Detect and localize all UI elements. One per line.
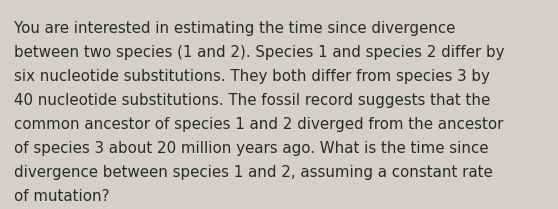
Text: of mutation?: of mutation?	[14, 189, 109, 204]
Text: six nucleotide substitutions. They both differ from species 3 by: six nucleotide substitutions. They both …	[14, 69, 490, 84]
Text: divergence between species 1 and 2, assuming a constant rate: divergence between species 1 and 2, assu…	[14, 165, 493, 180]
Text: 40 nucleotide substitutions. The fossil record suggests that the: 40 nucleotide substitutions. The fossil …	[14, 93, 490, 108]
Text: You are interested in estimating the time since divergence: You are interested in estimating the tim…	[14, 21, 455, 36]
Text: of species 3 about 20 million years ago. What is the time since: of species 3 about 20 million years ago.…	[14, 141, 488, 156]
Text: common ancestor of species 1 and 2 diverged from the ancestor: common ancestor of species 1 and 2 diver…	[14, 117, 503, 132]
Text: between two species (1 and 2). Species 1 and species 2 differ by: between two species (1 and 2). Species 1…	[14, 45, 504, 60]
